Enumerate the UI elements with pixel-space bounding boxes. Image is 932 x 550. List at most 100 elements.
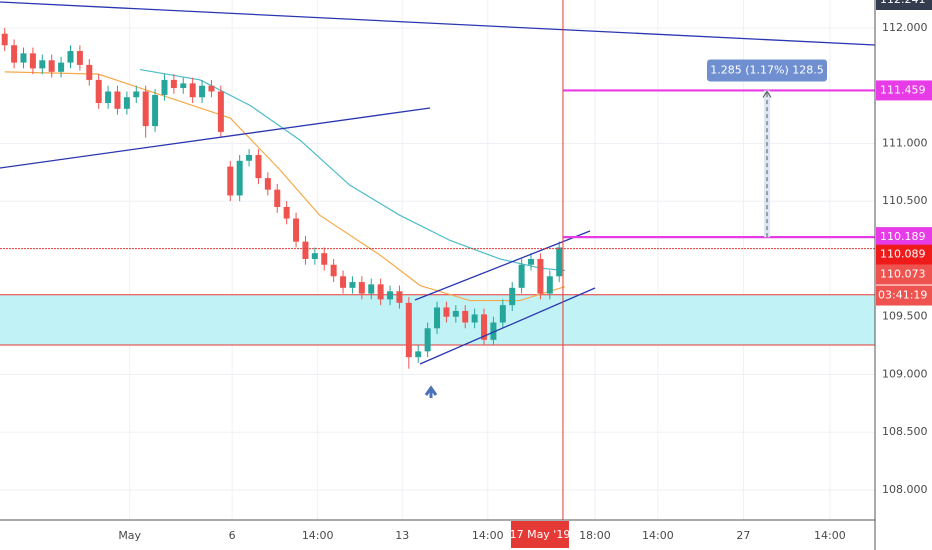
candle-body <box>217 91 224 132</box>
candle-body <box>471 314 478 323</box>
candle-body <box>443 307 450 317</box>
price-label: 110.073 <box>880 268 926 281</box>
y-tick-label: 112.000 <box>882 21 928 34</box>
candle-body <box>518 264 525 288</box>
candle-body <box>396 291 403 303</box>
y-tick-label: 108.500 <box>882 425 928 438</box>
candle-body <box>528 258 535 265</box>
candle-body <box>424 328 431 352</box>
candle-body <box>48 60 55 72</box>
y-tick-label: 108.000 <box>882 483 928 496</box>
candle-body <box>368 284 375 294</box>
x-tick-label: 27 <box>736 529 750 542</box>
channel-line <box>414 230 591 301</box>
x-tick-label: 14:00 <box>472 529 504 542</box>
candle-body <box>302 241 309 259</box>
candle-body <box>340 276 347 288</box>
candle-body <box>546 276 553 294</box>
trend-line <box>0 107 431 169</box>
level-label-box <box>876 227 932 248</box>
candle-body <box>20 53 27 63</box>
candle-body <box>114 91 121 109</box>
top-price-label-box <box>876 0 932 10</box>
candle-body <box>452 310 459 317</box>
candle-body <box>415 351 422 358</box>
x-tick-label: 14:00 <box>814 529 846 542</box>
level-label: 110.189 <box>880 230 926 243</box>
candle-body <box>199 85 206 98</box>
candle-body <box>105 91 112 104</box>
candle-body <box>180 83 187 89</box>
level-label-box <box>876 80 932 101</box>
grid <box>0 0 875 520</box>
candle-body <box>499 305 506 323</box>
candle-body <box>246 155 253 161</box>
countdown-label: 03:41:19 <box>878 289 927 302</box>
candle-body <box>274 189 281 207</box>
candle-body <box>537 258 544 294</box>
candle-body <box>358 282 365 294</box>
candle-body <box>387 291 394 300</box>
candle-body <box>283 206 290 219</box>
candle-body <box>264 178 271 190</box>
x-tick-label: 13 <box>395 529 409 542</box>
candle-body <box>330 264 337 277</box>
measure-arrowhead <box>762 90 772 98</box>
measure-box <box>707 59 827 82</box>
candle-body <box>67 51 74 63</box>
candle-body <box>95 79 102 104</box>
candle-body <box>142 91 149 127</box>
candle-body <box>58 62 65 72</box>
candle-body <box>227 166 234 196</box>
candle-body <box>1 33 8 46</box>
moving-average <box>4 71 566 302</box>
candle-body <box>152 94 159 127</box>
candle-body <box>29 53 36 69</box>
crosshair-label-box <box>510 521 569 548</box>
price-label-box <box>876 244 932 265</box>
candle-body <box>311 253 318 259</box>
x-tick-label: 6 <box>229 529 236 542</box>
candle-body <box>189 83 196 98</box>
y-tick-label: 110.500 <box>882 194 928 207</box>
overlays: 1.285 (1.17%) 128.5 <box>0 0 875 520</box>
candle-body <box>481 314 488 340</box>
candle-body <box>236 160 243 196</box>
moving-average <box>139 68 565 272</box>
candle-body <box>170 79 177 89</box>
candle-body <box>556 247 563 277</box>
level-label: 111.459 <box>880 83 926 96</box>
candle-body <box>321 253 328 265</box>
candle-body <box>490 322 497 340</box>
countdown-box <box>876 285 932 306</box>
trend-line <box>0 1 876 46</box>
channel-line <box>419 287 596 365</box>
candle-body <box>208 85 215 92</box>
top-price-label: 112.241 <box>880 0 926 6</box>
axes: 112.000 111.000 110.500 109.500 109.000 108.5… <box>118 0 932 548</box>
candle-body <box>86 64 93 80</box>
measure-label: 1.285 (1.17%) 128.5 <box>710 63 824 76</box>
x-tick-label: 18:00 <box>579 529 611 542</box>
candle-body <box>11 45 18 63</box>
candle-body <box>509 287 516 306</box>
candle-body <box>377 284 384 300</box>
x-tick-label: 14:00 <box>302 529 334 542</box>
candle-body <box>161 79 168 95</box>
x-tick-label: 14:00 <box>642 529 674 542</box>
x-tick-label: May <box>118 529 141 542</box>
price-label: 110.089 <box>880 248 926 261</box>
candle-body <box>293 218 300 242</box>
candle-body <box>39 60 46 69</box>
y-tick-label: 109.500 <box>882 310 928 323</box>
plot <box>1 27 566 369</box>
candle-body <box>462 310 469 323</box>
candle-body <box>76 51 83 65</box>
candle-body <box>123 97 130 109</box>
candle-body <box>133 91 140 98</box>
arrow-icon <box>424 385 438 398</box>
crosshair-label: 17 May '19 <box>510 528 571 541</box>
